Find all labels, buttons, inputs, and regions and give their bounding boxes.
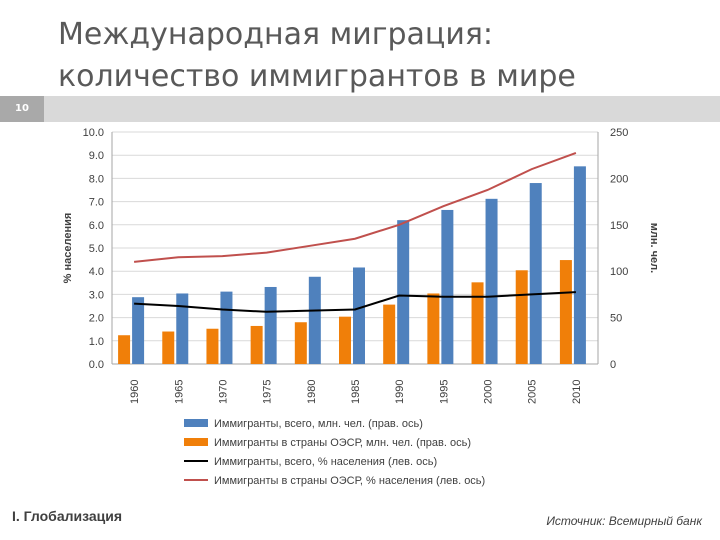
bar-oecd <box>515 270 528 364</box>
x-tick-label: 1990 <box>394 380 406 404</box>
left-axis-title: % населения <box>62 213 74 284</box>
legend-label: Иммигранты, всего, % населения (лев. ось… <box>214 456 437 468</box>
left-tick-label: 3.0 <box>89 289 104 301</box>
left-tick-label: 9.0 <box>89 150 104 162</box>
left-tick-label: 1.0 <box>89 336 104 348</box>
bar-total <box>132 297 145 364</box>
right-tick-label: 150 <box>610 220 628 232</box>
left-tick-label: 10.0 <box>83 127 104 139</box>
bar-total <box>485 198 498 364</box>
x-tick-label: 2000 <box>483 380 495 404</box>
legend-label: Иммигранты, всего, млн. чел. (прав. ось) <box>214 418 423 430</box>
bar-total <box>353 267 365 364</box>
line-oecd-percent <box>133 151 577 263</box>
bar-oecd <box>339 316 351 364</box>
legend-swatch <box>184 438 208 446</box>
bar-oecd <box>471 282 484 364</box>
bar-total <box>308 276 321 364</box>
title-bar <box>44 96 720 122</box>
right-axis-title: млн. чел. <box>648 223 660 273</box>
bar-total <box>529 183 542 364</box>
footer-source: Источник: Всемирный банк <box>546 514 702 528</box>
right-tick-label: 200 <box>610 173 628 185</box>
x-tick-label: 1965 <box>173 380 185 404</box>
left-tick-label: 7.0 <box>89 197 104 209</box>
left-tick-label: 4.0 <box>89 266 104 278</box>
right-tick-label: 100 <box>610 266 628 278</box>
footer-section: I. Глобализация <box>12 508 123 524</box>
title-line-1: Международная миграция: <box>58 17 493 52</box>
left-tick-label: 0.0 <box>89 359 104 371</box>
bar-total <box>220 291 233 364</box>
legend-label: Иммигранты в страны ОЭСР, млн. чел. (пра… <box>214 437 471 449</box>
bar-total <box>397 220 410 364</box>
x-tick-label: 2005 <box>527 380 539 404</box>
right-tick-label: 250 <box>610 127 628 139</box>
legend-label: Иммигранты в страны ОЭСР, % населения (л… <box>214 475 485 487</box>
left-tick-label: 5.0 <box>89 243 104 255</box>
legend-swatch <box>184 419 208 427</box>
bar-oecd <box>118 335 131 364</box>
x-tick-label: 1995 <box>438 380 450 404</box>
left-tick-label: 6.0 <box>89 220 104 232</box>
x-tick-label: 1980 <box>306 380 318 404</box>
right-tick-label: 0 <box>610 359 616 371</box>
right-tick-label: 50 <box>610 313 622 325</box>
left-tick-label: 2.0 <box>89 313 104 325</box>
bar-oecd <box>559 260 572 364</box>
x-tick-label: 1960 <box>129 380 141 404</box>
x-tick-label: 1975 <box>262 380 274 404</box>
slide-title: Международная миграция: количество иммиг… <box>58 14 708 98</box>
bar-total <box>264 286 277 364</box>
bar-oecd <box>206 328 219 364</box>
line-total-percent <box>134 291 576 313</box>
bar-oecd <box>294 322 307 364</box>
x-tick-label: 1970 <box>217 380 229 404</box>
bar-oecd <box>427 293 440 364</box>
bar-oecd <box>250 325 263 364</box>
x-tick-label: 2010 <box>571 380 583 404</box>
left-tick-label: 8.0 <box>89 173 104 185</box>
bar-total <box>176 293 189 364</box>
title-line-2: количество иммигрантов в мире <box>58 59 576 94</box>
bar-total <box>441 209 454 364</box>
x-tick-label: 1985 <box>350 380 362 404</box>
bar-oecd <box>162 331 175 364</box>
bar-oecd <box>383 304 396 364</box>
bar-total <box>573 166 586 364</box>
slide-number: 10 <box>0 96 44 122</box>
